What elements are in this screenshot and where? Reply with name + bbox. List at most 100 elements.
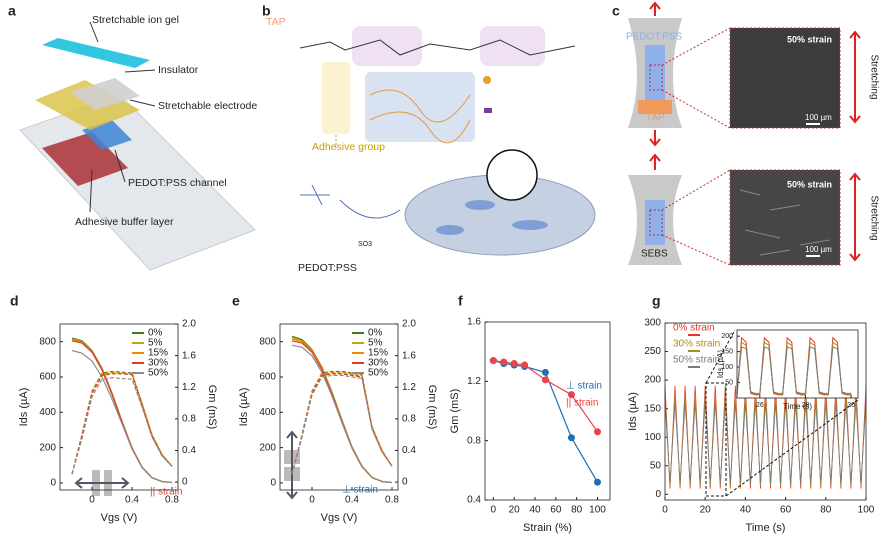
y-tick-label: 100	[721, 364, 733, 371]
x-axis-label: Time (s)	[783, 402, 812, 411]
zoom-box	[705, 382, 727, 497]
annotation: || strain	[150, 487, 182, 498]
domain	[512, 220, 548, 230]
x-tick-label: 0	[491, 505, 497, 516]
legend-label: 50% strain	[673, 355, 720, 366]
x-tick-label: 0.4	[125, 495, 139, 506]
x-tick-label: 60	[550, 505, 562, 516]
pedot-structure	[300, 184, 401, 219]
ion-gel	[42, 38, 150, 68]
legend-label: 30%	[368, 358, 388, 369]
x-axis-label: Strain (%)	[523, 522, 572, 534]
block	[352, 26, 422, 66]
x-axis-label: Time (s)	[746, 522, 786, 534]
plot-frame	[279, 323, 399, 491]
y-tick-label: 200	[644, 375, 661, 386]
x-tick-label: 40	[529, 505, 541, 516]
leader	[89, 21, 99, 43]
panel-label: d	[10, 293, 19, 309]
label: Insulator	[158, 64, 199, 76]
y-tick-label: 800	[259, 336, 276, 347]
plot-frame	[664, 322, 867, 501]
x-tick-label: 80	[571, 505, 583, 516]
adhesive-box	[322, 62, 350, 134]
y-tick-label: 0	[270, 478, 276, 489]
y2-tick-label: 2.0	[402, 319, 416, 330]
label: Stretchable electrode	[158, 100, 257, 112]
panel-a-drawing: a Stretchable ion gel Insulator Stretcha…	[8, 3, 257, 271]
legend-label: || strain	[566, 398, 598, 409]
tap-region	[638, 100, 672, 114]
y-axis-label: Ids (µA)	[627, 392, 639, 431]
label: Stretching	[868, 195, 879, 240]
legend-label: 30% strain	[673, 339, 720, 350]
x-tick-label: 0	[662, 505, 668, 516]
label: PEDOT:PSS	[298, 262, 357, 274]
y-tick-label: 200	[259, 442, 276, 453]
plot-frame	[736, 329, 859, 399]
x-tick-label: 100	[858, 505, 875, 516]
y-tick-label: 800	[39, 336, 56, 347]
plot-frame	[59, 323, 179, 491]
label: Stretchable ion gel	[92, 14, 179, 26]
x-tick-label: 28	[802, 402, 810, 409]
x-tick-label: 0.8	[385, 495, 399, 506]
y-tick-label: 400	[259, 407, 276, 418]
icon	[483, 76, 491, 84]
x-tick-label: 80	[820, 505, 832, 516]
icon	[74, 477, 130, 489]
x-tick-label: 0	[309, 495, 315, 506]
y-axis-label: Ids (µA)	[716, 350, 725, 379]
label: TAP	[266, 16, 286, 28]
x-tick-label: 60	[780, 505, 792, 516]
x-axis-label: Vgs (V)	[321, 512, 358, 524]
y-tick-label: 600	[39, 372, 56, 383]
legend-label: ⊥ strain	[566, 381, 602, 392]
zoom-box	[649, 64, 663, 91]
x-tick-label: 30	[847, 402, 855, 409]
y-tick-label: 50	[650, 460, 662, 471]
label: 50% strain	[787, 34, 832, 44]
y-tick-label: 200	[721, 333, 733, 340]
label: 50% strain	[787, 179, 832, 189]
series-line	[291, 370, 393, 475]
label: PEDOT:PSS	[626, 32, 682, 43]
strain-arrow	[649, 1, 661, 170]
panel-label: b	[262, 3, 271, 19]
series-line	[71, 349, 173, 484]
zoom-circle	[486, 149, 538, 201]
label: SO3	[358, 241, 372, 248]
label: PEDOT:PSS channel	[128, 177, 227, 189]
icon	[286, 430, 298, 500]
legend-label: 0% strain	[673, 323, 715, 334]
y-tick-label: 0.8	[467, 435, 481, 446]
leader	[89, 169, 93, 213]
y2-tick-label: 0	[402, 477, 408, 488]
y2-axis-label: Gm (mS)	[206, 385, 218, 430]
y-tick-label: 0.4	[467, 495, 481, 506]
zoom-line	[705, 329, 859, 497]
x-tick-label: 0.8	[165, 495, 179, 506]
series-line	[736, 346, 852, 394]
sem-image	[729, 169, 841, 266]
panel-label: c	[612, 3, 620, 19]
y-tick-label: 600	[259, 372, 276, 383]
legend-label: 50%	[148, 368, 168, 379]
y-tick-label: 50	[725, 379, 733, 386]
data-point	[541, 376, 549, 384]
y-tick-label: 0	[50, 478, 56, 489]
x-tick-label: 0.4	[345, 495, 359, 506]
y2-tick-label: 2.0	[182, 319, 196, 330]
label: 100 µm	[805, 245, 832, 254]
sem-image	[729, 27, 841, 129]
data-point	[489, 357, 497, 365]
y2-tick-label: 0.4	[182, 445, 196, 456]
panel-c-drawing: c PEDOT:PSS TAP 50% strain 100 µm Stretc…	[612, 1, 879, 266]
y-tick-label: 1.2	[467, 376, 481, 387]
x-tick-label: 26	[756, 402, 764, 409]
channel	[645, 45, 665, 100]
data-point	[567, 434, 575, 442]
stretch-arrow	[849, 30, 861, 262]
